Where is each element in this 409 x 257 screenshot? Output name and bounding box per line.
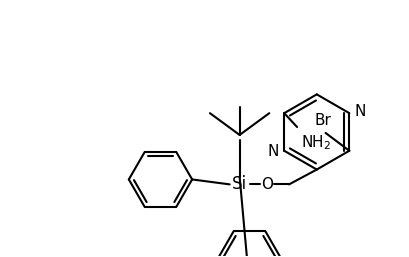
Text: Si: Si xyxy=(232,175,247,193)
Text: O: O xyxy=(261,177,273,192)
Text: N: N xyxy=(268,144,279,159)
Text: N: N xyxy=(354,104,366,119)
Text: NH$_2$: NH$_2$ xyxy=(301,133,331,152)
Text: Br: Br xyxy=(314,113,331,128)
